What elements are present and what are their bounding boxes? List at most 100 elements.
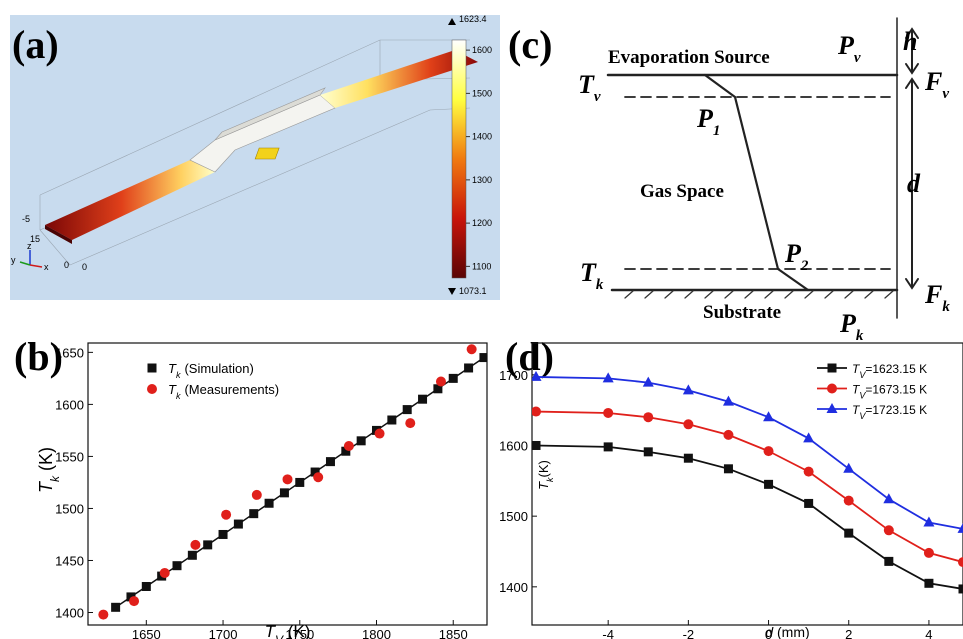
colorbar-tick-label: 1200 <box>472 218 492 228</box>
base: d <box>907 169 921 198</box>
marker <box>531 407 541 417</box>
base: P <box>839 309 857 338</box>
marker <box>295 478 304 487</box>
x-tick-label: 1850 <box>439 627 468 639</box>
charts: (b)1650170017501800185014001450150015501… <box>14 334 963 639</box>
substrate-hatch <box>625 291 893 298</box>
colorbar-tick-label: 1300 <box>472 175 492 185</box>
legend-symbol-sub: k <box>176 391 181 401</box>
marker <box>843 463 854 473</box>
marker <box>313 472 323 482</box>
series-line <box>536 377 963 529</box>
marker <box>603 408 613 418</box>
legend-marker <box>827 403 838 413</box>
symbol: h <box>903 27 917 56</box>
rest: (K) <box>536 460 551 477</box>
axis-number: 15 <box>30 234 40 244</box>
legend-entry: Tk(Measurements) <box>168 382 279 401</box>
legend-name: =1673.15 K <box>865 383 927 397</box>
subscript: v <box>942 86 949 102</box>
marker <box>173 561 182 570</box>
x-tick-label: 2 <box>845 627 852 639</box>
marker <box>280 488 289 497</box>
triad-label: x <box>44 262 49 272</box>
marker <box>234 520 243 529</box>
symbol: P1 <box>696 104 720 139</box>
marker <box>959 584 963 593</box>
series-line <box>536 412 963 563</box>
subscript: v <box>854 50 861 66</box>
sim-background <box>10 15 500 300</box>
colorbar-tick-label: 1500 <box>472 88 492 98</box>
base: T <box>580 258 597 287</box>
colorbar-min: 1073.1 <box>459 286 487 296</box>
y-axis-label: Tk(K) <box>536 460 555 490</box>
rest: (K) <box>36 447 56 476</box>
subscript: k <box>596 277 604 293</box>
marker <box>98 610 108 620</box>
symbol: Tv <box>578 70 601 105</box>
panel-label: (a) <box>12 22 59 67</box>
axis-number: 0 <box>64 260 69 270</box>
legend-marker <box>147 384 157 394</box>
marker <box>644 447 653 456</box>
marker <box>449 374 458 383</box>
y-tick-label: 1400 <box>499 580 528 595</box>
triad-label: z <box>27 241 32 251</box>
y-tick-label: 1600 <box>55 397 84 412</box>
marker <box>219 530 228 539</box>
marker <box>283 474 293 484</box>
marker <box>111 603 120 612</box>
base: P <box>696 104 714 133</box>
marker <box>188 551 197 560</box>
y-tick-label: 1500 <box>55 501 84 516</box>
marker <box>604 442 613 451</box>
subscript: k <box>856 328 864 344</box>
x-tick-label: -2 <box>683 627 695 639</box>
legend-symbol-sub: k <box>176 370 181 380</box>
substrate: Substrate <box>703 302 781 323</box>
marker <box>532 441 541 450</box>
chart: (d)-4-20241400150016001700d (mm)Tk(K)TV=… <box>499 334 963 639</box>
panel-c: (c) Evaporation Source Gas Space Substra… <box>508 18 950 344</box>
marker <box>723 430 733 440</box>
subscript: 1 <box>713 123 721 139</box>
symbol: Pv <box>837 31 861 66</box>
legend-marker <box>148 364 157 373</box>
marker <box>203 540 212 549</box>
colorbar-tick-label: 1600 <box>472 45 492 55</box>
marker <box>884 525 894 535</box>
marker <box>418 395 427 404</box>
colorbar <box>452 40 466 278</box>
marker <box>129 596 139 606</box>
legend-entry: TV=1723.15 K <box>852 403 927 421</box>
dimension-arrows <box>906 29 918 288</box>
marker <box>883 493 894 503</box>
symbol: d <box>907 169 921 198</box>
base: P <box>837 31 855 60</box>
marker <box>804 499 813 508</box>
axis-number: 0 <box>82 262 87 272</box>
marker <box>464 363 473 372</box>
legend-marker <box>828 364 837 373</box>
series-line <box>536 445 963 588</box>
panel-a: 1623.4 1073.1 160015001400130012001100 -… <box>10 14 500 300</box>
base: h <box>903 27 917 56</box>
substrate-chip <box>255 148 279 159</box>
marker <box>326 457 335 466</box>
colorbar-tick-label: 1400 <box>472 132 492 142</box>
base: T <box>578 70 595 99</box>
marker <box>923 517 934 527</box>
marker <box>357 436 366 445</box>
gas-space: Gas Space <box>640 181 724 202</box>
y-tick-label: 1500 <box>499 509 528 524</box>
marker <box>724 464 733 473</box>
panel-label: (c) <box>508 22 552 67</box>
marker <box>684 454 693 463</box>
y-tick-label: 1450 <box>55 553 84 568</box>
y-tick-label: 1600 <box>499 438 528 453</box>
colorbar-max: 1623.4 <box>459 14 487 24</box>
symbol: Tk <box>580 258 604 293</box>
marker <box>924 579 933 588</box>
chart: (b)1650170017501800185014001450150015501… <box>14 334 488 639</box>
